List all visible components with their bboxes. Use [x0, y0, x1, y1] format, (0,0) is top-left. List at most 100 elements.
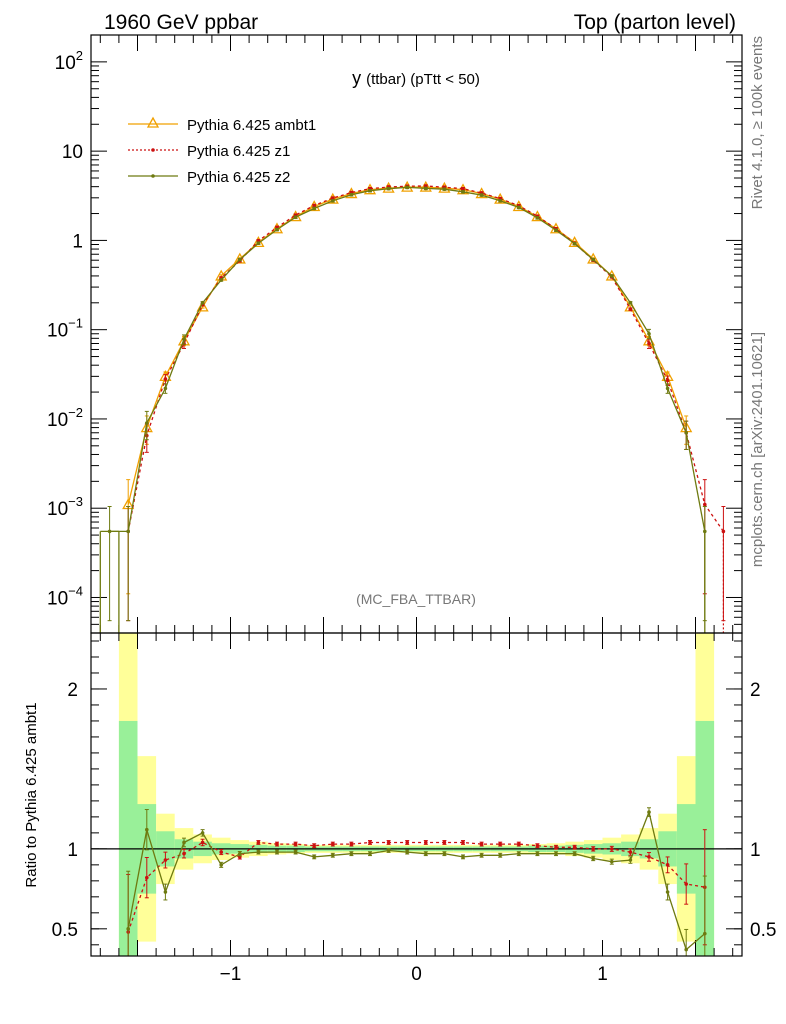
ratio-data-point	[219, 863, 223, 867]
ratio-data-point	[517, 842, 521, 846]
data-point	[331, 198, 335, 203]
ratio-y-tick-label-right: 0.5	[750, 920, 776, 941]
ratio-data-point	[293, 842, 298, 846]
data-point	[647, 341, 651, 346]
data-point	[628, 301, 633, 305]
ratio-data-point	[628, 858, 633, 862]
ratio-data-point	[628, 850, 633, 854]
ratio-data-point	[647, 855, 651, 859]
main-plot-area: 102 10 1 10−1 10−2 10−3 10−4	[47, 35, 742, 633]
data-point-ambt1	[494, 192, 507, 204]
ratio-y-axis-label: Ratio to Pythia 6.425 ambt1	[23, 702, 40, 887]
ratio-uncertainty-bands	[118, 633, 715, 956]
plot-title-main: y	[352, 68, 361, 88]
ratio-y-tick-label-left: 0.5	[52, 920, 78, 941]
ratio-plot-curves	[126, 807, 707, 957]
ratio-data-point	[461, 840, 465, 845]
data-point	[275, 227, 279, 232]
ratio-data-point	[703, 931, 707, 936]
ratio-data-point	[424, 840, 428, 845]
legend: Pythia 6.425 ambt1 Pythia 6.425 z1 Pythi…	[128, 116, 316, 186]
data-point-ambt1	[308, 200, 321, 212]
ratio-data-point	[554, 851, 558, 856]
ratio-data-point	[684, 882, 688, 886]
ratio-data-point	[200, 831, 205, 835]
data-point	[498, 198, 503, 203]
ratio-data-point	[405, 840, 410, 845]
data-point-ambt1	[363, 183, 377, 195]
x-tick-label: −1	[220, 964, 242, 985]
ratio-data-point	[517, 851, 521, 856]
ratio-data-point	[312, 843, 317, 848]
data-point	[293, 215, 298, 219]
data-point	[312, 206, 317, 211]
ratio-data-point	[293, 850, 298, 854]
data-point	[721, 529, 726, 534]
ratio-y-tick-label-left: 1	[67, 840, 78, 861]
ratio-data-point	[126, 927, 130, 931]
data-point	[145, 421, 149, 425]
data-point	[126, 529, 130, 534]
y-tick-label: 102	[55, 48, 83, 74]
data-point	[703, 502, 707, 507]
data-point	[535, 216, 540, 220]
mcplots-label: mcplots.cern.ch [arXiv:2401.10621]	[749, 332, 766, 567]
data-point	[684, 430, 688, 435]
ratio-data-point	[275, 850, 279, 854]
ratio-data-point	[368, 851, 372, 856]
plot-title: y (ttbar) (pTtt < 50)	[352, 68, 480, 88]
plot-title-sub: (ttbar) (pTtt < 50)	[366, 71, 480, 88]
ratio-data-point	[275, 842, 279, 846]
ratio-plot-frame	[90, 632, 743, 957]
ratio-data-point	[256, 840, 261, 845]
data-point	[405, 185, 410, 190]
data-point	[256, 241, 261, 246]
ratio-data-point	[442, 851, 447, 856]
ratio-series-line-1	[127, 809, 706, 951]
ratio-data-point	[591, 856, 595, 861]
data-point	[461, 186, 465, 191]
data-point	[665, 386, 670, 391]
data-point-ambt1	[419, 180, 432, 192]
ratio-data-point	[331, 842, 335, 846]
ratio-data-point	[461, 855, 465, 859]
ratio-data-point	[572, 845, 577, 850]
data-point	[554, 228, 558, 233]
data-point	[182, 337, 186, 342]
ratio-data-point	[368, 840, 372, 845]
ratio-data-point	[182, 840, 186, 845]
rivet-version-label: Rivet 4.1.0, ≥ 100k events	[749, 36, 766, 209]
data-point-ambt1	[456, 183, 470, 195]
data-point	[703, 529, 707, 534]
ratio-data-point	[145, 827, 149, 832]
ratio-data-point	[498, 853, 503, 858]
data-point	[665, 378, 670, 383]
data-point	[461, 190, 465, 194]
ratio-y-tick-label-left: 2	[67, 680, 78, 701]
data-point	[647, 331, 651, 336]
ratio-data-point	[163, 858, 168, 862]
ratio-data-point	[665, 890, 670, 894]
data-point	[572, 241, 577, 246]
ratio-data-point	[163, 890, 168, 894]
ratio-data-point	[479, 853, 484, 858]
analysis-watermark: (MC_FBA_TTBAR)	[356, 591, 476, 607]
legend-marker-z2	[151, 174, 155, 178]
legend-marker-ambt1	[146, 116, 160, 128]
ratio-data-point	[200, 840, 205, 845]
ratio-data-point	[424, 851, 428, 856]
data-point	[424, 186, 428, 191]
data-point	[517, 205, 521, 210]
ratio-data-point	[405, 850, 410, 854]
legend-label-z2: Pythia 6.425 z2	[187, 169, 290, 186]
ratio-data-point	[572, 851, 577, 856]
ratio-data-point	[591, 847, 595, 851]
ratio-data-point	[182, 851, 186, 856]
data-point	[628, 307, 633, 311]
series-line-0	[127, 186, 687, 505]
ratio-data-point	[647, 810, 651, 814]
ratio-y-tick-label-right: 1	[750, 840, 761, 861]
ratio-data-point	[535, 843, 540, 848]
y-tick-label: 10	[62, 142, 83, 163]
data-point-ambt1	[382, 181, 395, 193]
